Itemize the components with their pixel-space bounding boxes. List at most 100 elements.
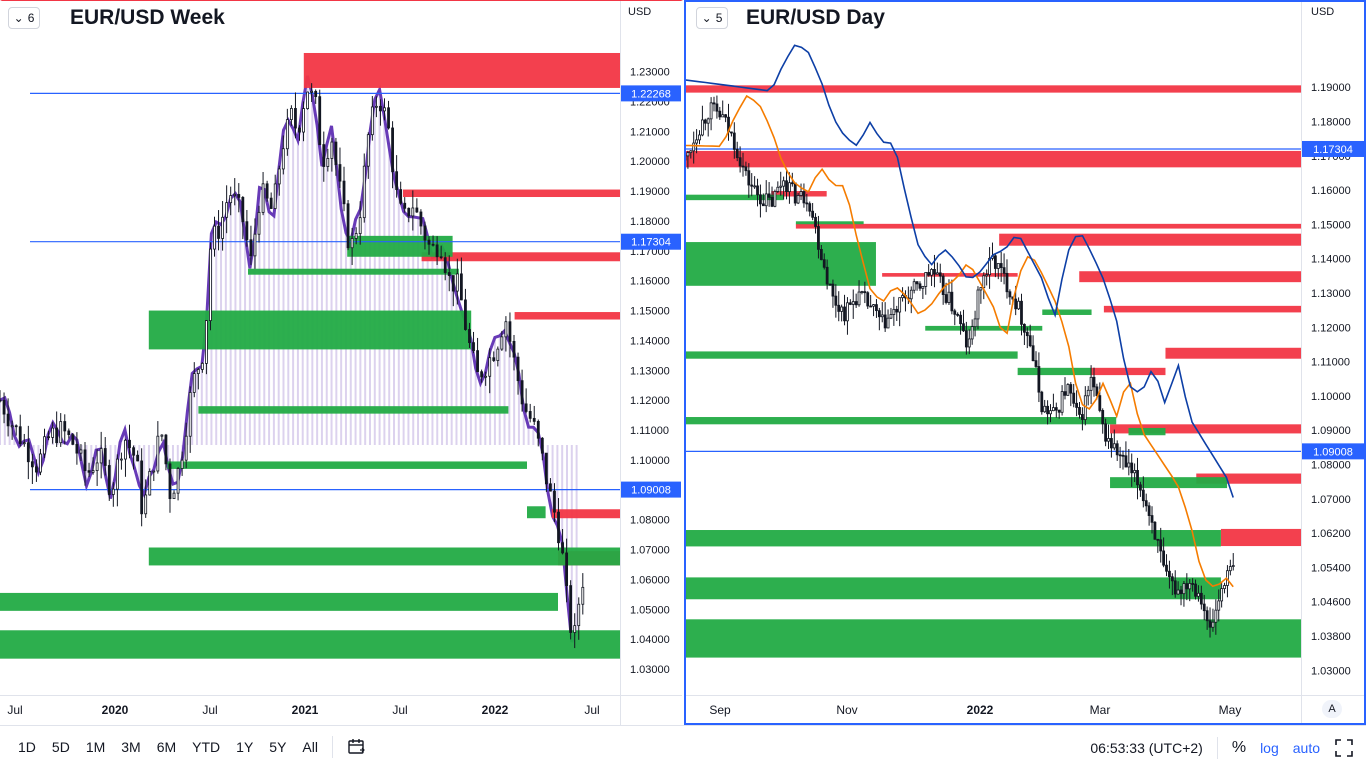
candle-body: [573, 625, 577, 633]
demand-zone: [1017, 367, 1092, 376]
candle-body: [715, 103, 719, 112]
demand-zone: [167, 461, 527, 469]
candle-body: [1095, 386, 1099, 397]
timeframe-1y[interactable]: 1Y: [236, 739, 254, 755]
currency-label[interactable]: USD: [1311, 6, 1335, 18]
timeframe-6m[interactable]: 6M: [156, 739, 177, 755]
candle-body: [528, 411, 532, 419]
layout-button[interactable]: ⌄ 6: [8, 7, 40, 29]
candle-body: [261, 183, 265, 213]
candle-body: [846, 302, 849, 322]
candle-body: [1025, 331, 1029, 337]
candle-body: [857, 291, 861, 306]
candle-body: [221, 216, 224, 239]
candle-body: [565, 552, 569, 587]
price-label-box[interactable]: [1302, 443, 1364, 460]
candle-body: [1228, 566, 1232, 572]
candle-body: [1133, 470, 1137, 474]
candle-body: [698, 134, 701, 141]
candle-body: [851, 301, 855, 305]
candle-body: [703, 119, 707, 124]
timeframe-1d[interactable]: 1D: [18, 739, 36, 755]
candle-body: [379, 105, 382, 112]
candles: [683, 95, 1235, 638]
candle-body: [1139, 484, 1142, 491]
candle-body: [18, 426, 22, 445]
price-tick-label: 1.11000: [1311, 357, 1350, 369]
candle-body: [115, 458, 119, 490]
weekly-chart-panel[interactable]: 1.23000 1.22000 1.21000 1.20000 1.19000 1.180…: [0, 0, 682, 725]
candle-body: [770, 196, 774, 207]
percent-scale-button[interactable]: %: [1231, 738, 1247, 756]
candle-body: [1069, 384, 1073, 394]
supply-zone: [1165, 347, 1301, 359]
price-tick-label: 1.18000: [630, 216, 670, 228]
candle-body: [47, 436, 50, 439]
candle-body: [39, 453, 42, 473]
price-label-box[interactable]: [621, 481, 681, 498]
demand-zone: [1128, 427, 1166, 436]
daily-chart-svg[interactable]: 1.190001.180001.170001.160001.150001.140…: [683, 0, 1366, 725]
currency-label[interactable]: USD: [628, 6, 652, 18]
chevron-down-icon: ⌄: [13, 11, 24, 25]
candle-body: [895, 308, 899, 313]
timeframe-ytd[interactable]: YTD: [192, 739, 221, 755]
demand-zone: [347, 235, 453, 257]
candle-body: [1165, 564, 1168, 572]
timeframe-3m[interactable]: 3M: [121, 739, 141, 755]
clock-timezone[interactable]: 06:53:33 (UTC+2): [1090, 739, 1203, 756]
candle-body: [843, 306, 846, 322]
daily-chart-panel[interactable]: 1.190001.180001.170001.160001.150001.140…: [683, 0, 1366, 725]
candle-body: [788, 182, 791, 193]
candle-body: [831, 283, 835, 297]
timeframe-1m[interactable]: 1M: [85, 739, 106, 755]
candle-body: [790, 182, 794, 185]
candle-body: [504, 321, 508, 338]
timeframe-5d[interactable]: 5D: [51, 739, 70, 755]
candle-body: [524, 403, 528, 412]
log-scale-button[interactable]: log: [1260, 739, 1279, 756]
candle-body: [854, 301, 858, 306]
price-label-text: 1.09008: [631, 485, 671, 497]
candle-body: [520, 380, 524, 405]
timeframe-all[interactable]: All: [302, 739, 318, 755]
candle-body: [1214, 609, 1218, 623]
date-range-icon[interactable]: [339, 738, 375, 756]
price-label-box[interactable]: [621, 233, 681, 250]
candle-body: [391, 127, 394, 173]
candle-body: [962, 323, 965, 332]
demand-zone: [685, 242, 876, 286]
candle-body: [1188, 583, 1192, 590]
price-label-text: 1.17304: [1313, 144, 1353, 156]
candle-body: [1098, 395, 1102, 411]
candle-body: [508, 321, 512, 342]
right-toolbar-group: 06:53:33 (UTC+2) % log auto: [1090, 726, 1354, 769]
candle-body: [750, 184, 754, 187]
candle-body: [310, 90, 314, 93]
candle-body: [1208, 620, 1212, 628]
price-tick-label: 1.10000: [630, 455, 670, 467]
auto-scale-button[interactable]: A: [1322, 700, 1342, 718]
fullscreen-icon[interactable]: [1334, 738, 1354, 758]
candle-body: [912, 281, 916, 291]
candle-body: [411, 207, 415, 217]
candle-body: [1185, 583, 1189, 590]
candle-body: [840, 306, 844, 312]
candle-body: [706, 118, 710, 124]
timeframe-5y[interactable]: 5Y: [269, 739, 287, 755]
candle-body: [553, 490, 556, 513]
candle-body: [1020, 300, 1023, 325]
supply-zone: [421, 252, 620, 262]
candle-body: [168, 463, 172, 500]
price-label-box[interactable]: [621, 85, 681, 102]
candle-body: [484, 375, 488, 378]
auto-scale-toggle[interactable]: auto: [1292, 739, 1320, 756]
layout-button[interactable]: ⌄ 5: [696, 7, 728, 29]
candle-body: [1043, 405, 1047, 413]
candle-body: [776, 186, 780, 192]
price-label-box[interactable]: [1302, 140, 1364, 157]
candle-body: [1173, 580, 1177, 595]
weekly-chart-svg[interactable]: 1.230001.220001.210001.200001.190001.180…: [0, 0, 682, 725]
candle-body: [249, 239, 253, 257]
candle-body: [383, 107, 386, 112]
